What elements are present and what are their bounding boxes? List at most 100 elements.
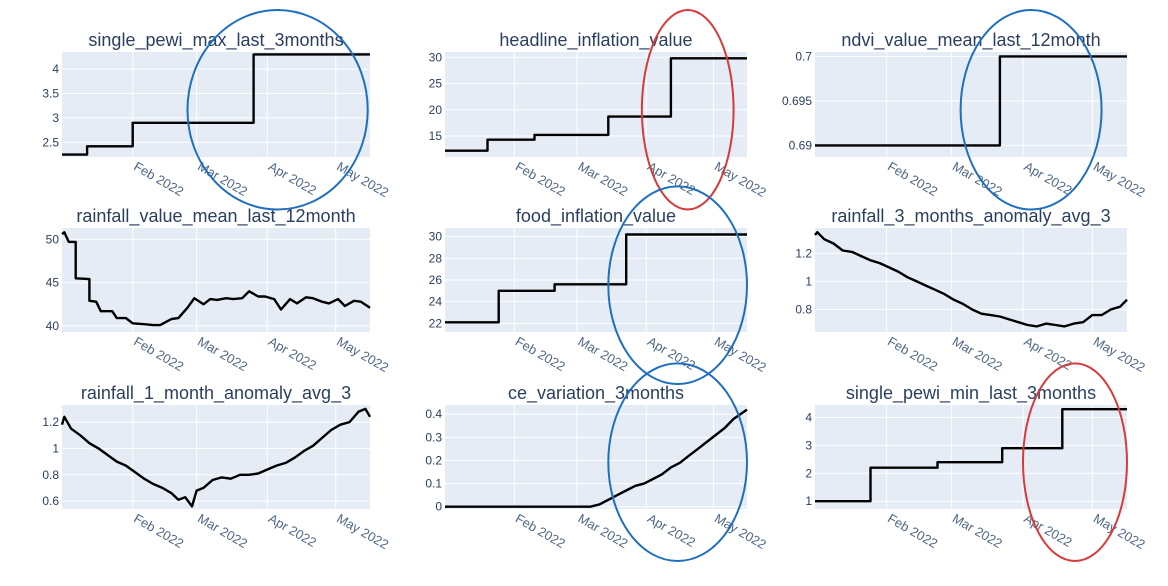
highlight-ellipse [607, 185, 748, 386]
plot-area [62, 52, 370, 157]
y-tick-label: 50 [46, 232, 60, 246]
subplot-1: single_pewi_max_last_3months 2.5 3 3.5 4 Feb … [42, 30, 391, 200]
y-tick-label: 2 [805, 466, 812, 480]
x-tick-label: Feb 2022 [513, 334, 568, 374]
chart-title: single_pewi_max_last_3months [88, 30, 343, 51]
subplot-2: headline_inflation_value 15 20 25 30 Feb 2022… [429, 30, 769, 200]
y-tick-label: 45 [46, 276, 60, 290]
x-tick-label: Apr 2022 [266, 159, 319, 198]
highlight-ellipse [959, 9, 1103, 211]
x-tick-label: Apr 2022 [266, 334, 319, 373]
series-line [814, 230, 1128, 328]
series-line [445, 408, 748, 508]
y-tick-label: 1.2 [795, 246, 812, 260]
x-tick-label: Feb 2022 [513, 511, 568, 551]
y-tick-label: 0.69 [789, 138, 813, 152]
chart-title: food_inflation_value [516, 206, 676, 227]
x-tick-label: May 2022 [334, 334, 391, 376]
chart-title: single_pewi_min_last_3months [846, 383, 1096, 404]
x-tick-label: Apr 2022 [645, 334, 698, 373]
x-tick-label: Mar 2022 [575, 511, 630, 551]
chart-title: rainfall_3_months_anomaly_avg_3 [831, 206, 1110, 227]
x-tick-label: May 2022 [712, 334, 769, 376]
chart-title: rainfall_value_mean_last_12month [76, 206, 355, 227]
y-tick-label: 2.5 [42, 135, 59, 149]
series-line [445, 57, 747, 152]
highlight-ellipse [1022, 362, 1128, 563]
series-line [815, 408, 1127, 503]
x-tick-label: Feb 2022 [131, 159, 186, 199]
y-tick-label: 0.695 [782, 94, 812, 108]
x-tick-label: Apr 2022 [1022, 159, 1075, 198]
x-tick-label: Mar 2022 [575, 334, 630, 374]
plot-area [445, 52, 747, 157]
x-tick-label: Apr 2022 [1022, 334, 1075, 373]
y-tick-label: 0.6 [42, 494, 59, 508]
x-tick-label: Mar 2022 [575, 159, 630, 199]
series-line [815, 55, 1127, 147]
x-tick-label: Mar 2022 [195, 511, 250, 551]
chart-title: headline_inflation_value [499, 30, 692, 51]
chart-title: rainfall_1_month_anomaly_avg_3 [81, 383, 351, 404]
plot-area [445, 405, 747, 509]
y-tick-label: 3 [52, 111, 59, 125]
series-line [60, 407, 372, 508]
series-line [61, 231, 371, 327]
x-tick-label: May 2022 [334, 511, 391, 553]
x-tick-label: Apr 2022 [645, 511, 698, 550]
plot-area [815, 52, 1127, 157]
y-tick-label: 4 [52, 62, 59, 76]
x-tick-label: Feb 2022 [885, 334, 940, 374]
plot-area [62, 405, 370, 509]
y-tick-label: 24 [429, 295, 443, 309]
y-tick-label: 0.7 [795, 49, 812, 63]
y-tick-label: 1 [52, 441, 59, 455]
subplot-3: ndvi_value_mean_last_12month 0.69 0.695 0.7… [782, 30, 1148, 200]
x-tick-label: Apr 2022 [266, 511, 319, 550]
y-tick-label: 4 [805, 411, 812, 425]
y-tick-label: 0.8 [795, 303, 812, 317]
y-tick-label: 0.3 [425, 430, 442, 444]
y-tick-label: 26 [429, 273, 443, 287]
highlight-ellipse [607, 362, 748, 563]
y-tick-label: 20 [429, 103, 443, 117]
y-tick-label: 30 [429, 50, 443, 64]
subplot-6: rainfall_3_months_anomaly_avg_3 0.8 1 1.2 Fe… [795, 206, 1147, 375]
x-tick-label: Feb 2022 [131, 334, 186, 374]
x-tick-label: May 2022 [1091, 334, 1148, 376]
x-tick-label: May 2022 [1091, 159, 1148, 201]
y-tick-label: 3 [805, 438, 812, 452]
y-tick-label: 30 [429, 230, 443, 244]
x-tick-label: May 2022 [712, 511, 769, 553]
y-tick-label: 3.5 [42, 87, 59, 101]
plot-area [815, 228, 1127, 332]
y-tick-label: 22 [429, 316, 443, 330]
y-tick-label: 0.1 [425, 477, 442, 491]
subplot-9: single_pewi_min_last_3months 1 2 3 4 Feb 2022… [805, 383, 1147, 552]
chart-title: ndvi_value_mean_last_12month [841, 30, 1100, 51]
x-tick-label: Feb 2022 [513, 159, 568, 199]
x-tick-label: Apr 2022 [1022, 511, 1075, 550]
y-tick-label: 40 [46, 319, 60, 333]
y-tick-label: 28 [429, 251, 443, 265]
plot-area [815, 405, 1127, 509]
x-tick-label: Mar 2022 [950, 159, 1005, 199]
highlight-ellipse [186, 9, 369, 211]
y-tick-label: 1 [805, 274, 812, 288]
x-tick-label: Feb 2022 [885, 511, 940, 551]
subplot-4: rainfall_value_mean_last_12month 40 45 50 Fe… [46, 206, 392, 375]
series-line [62, 53, 370, 156]
chart-title: ce_variation_3months [508, 383, 684, 404]
subplot-8: ce_variation_3months 0 0.1 0.2 0.3 0.4 Feb 202… [425, 383, 769, 552]
series-line [445, 233, 747, 324]
x-tick-label: Feb 2022 [131, 511, 186, 551]
y-tick-label: 1 [805, 494, 812, 508]
highlight-ellipse [640, 9, 735, 211]
y-tick-label: 25 [429, 77, 443, 91]
y-tick-label: 0.4 [425, 407, 442, 421]
subplot-7: rainfall_1_month_anomaly_avg_3 0.6 0.8 1 1.2… [42, 383, 391, 552]
x-tick-label: Mar 2022 [195, 334, 250, 374]
plot-area [62, 228, 370, 332]
